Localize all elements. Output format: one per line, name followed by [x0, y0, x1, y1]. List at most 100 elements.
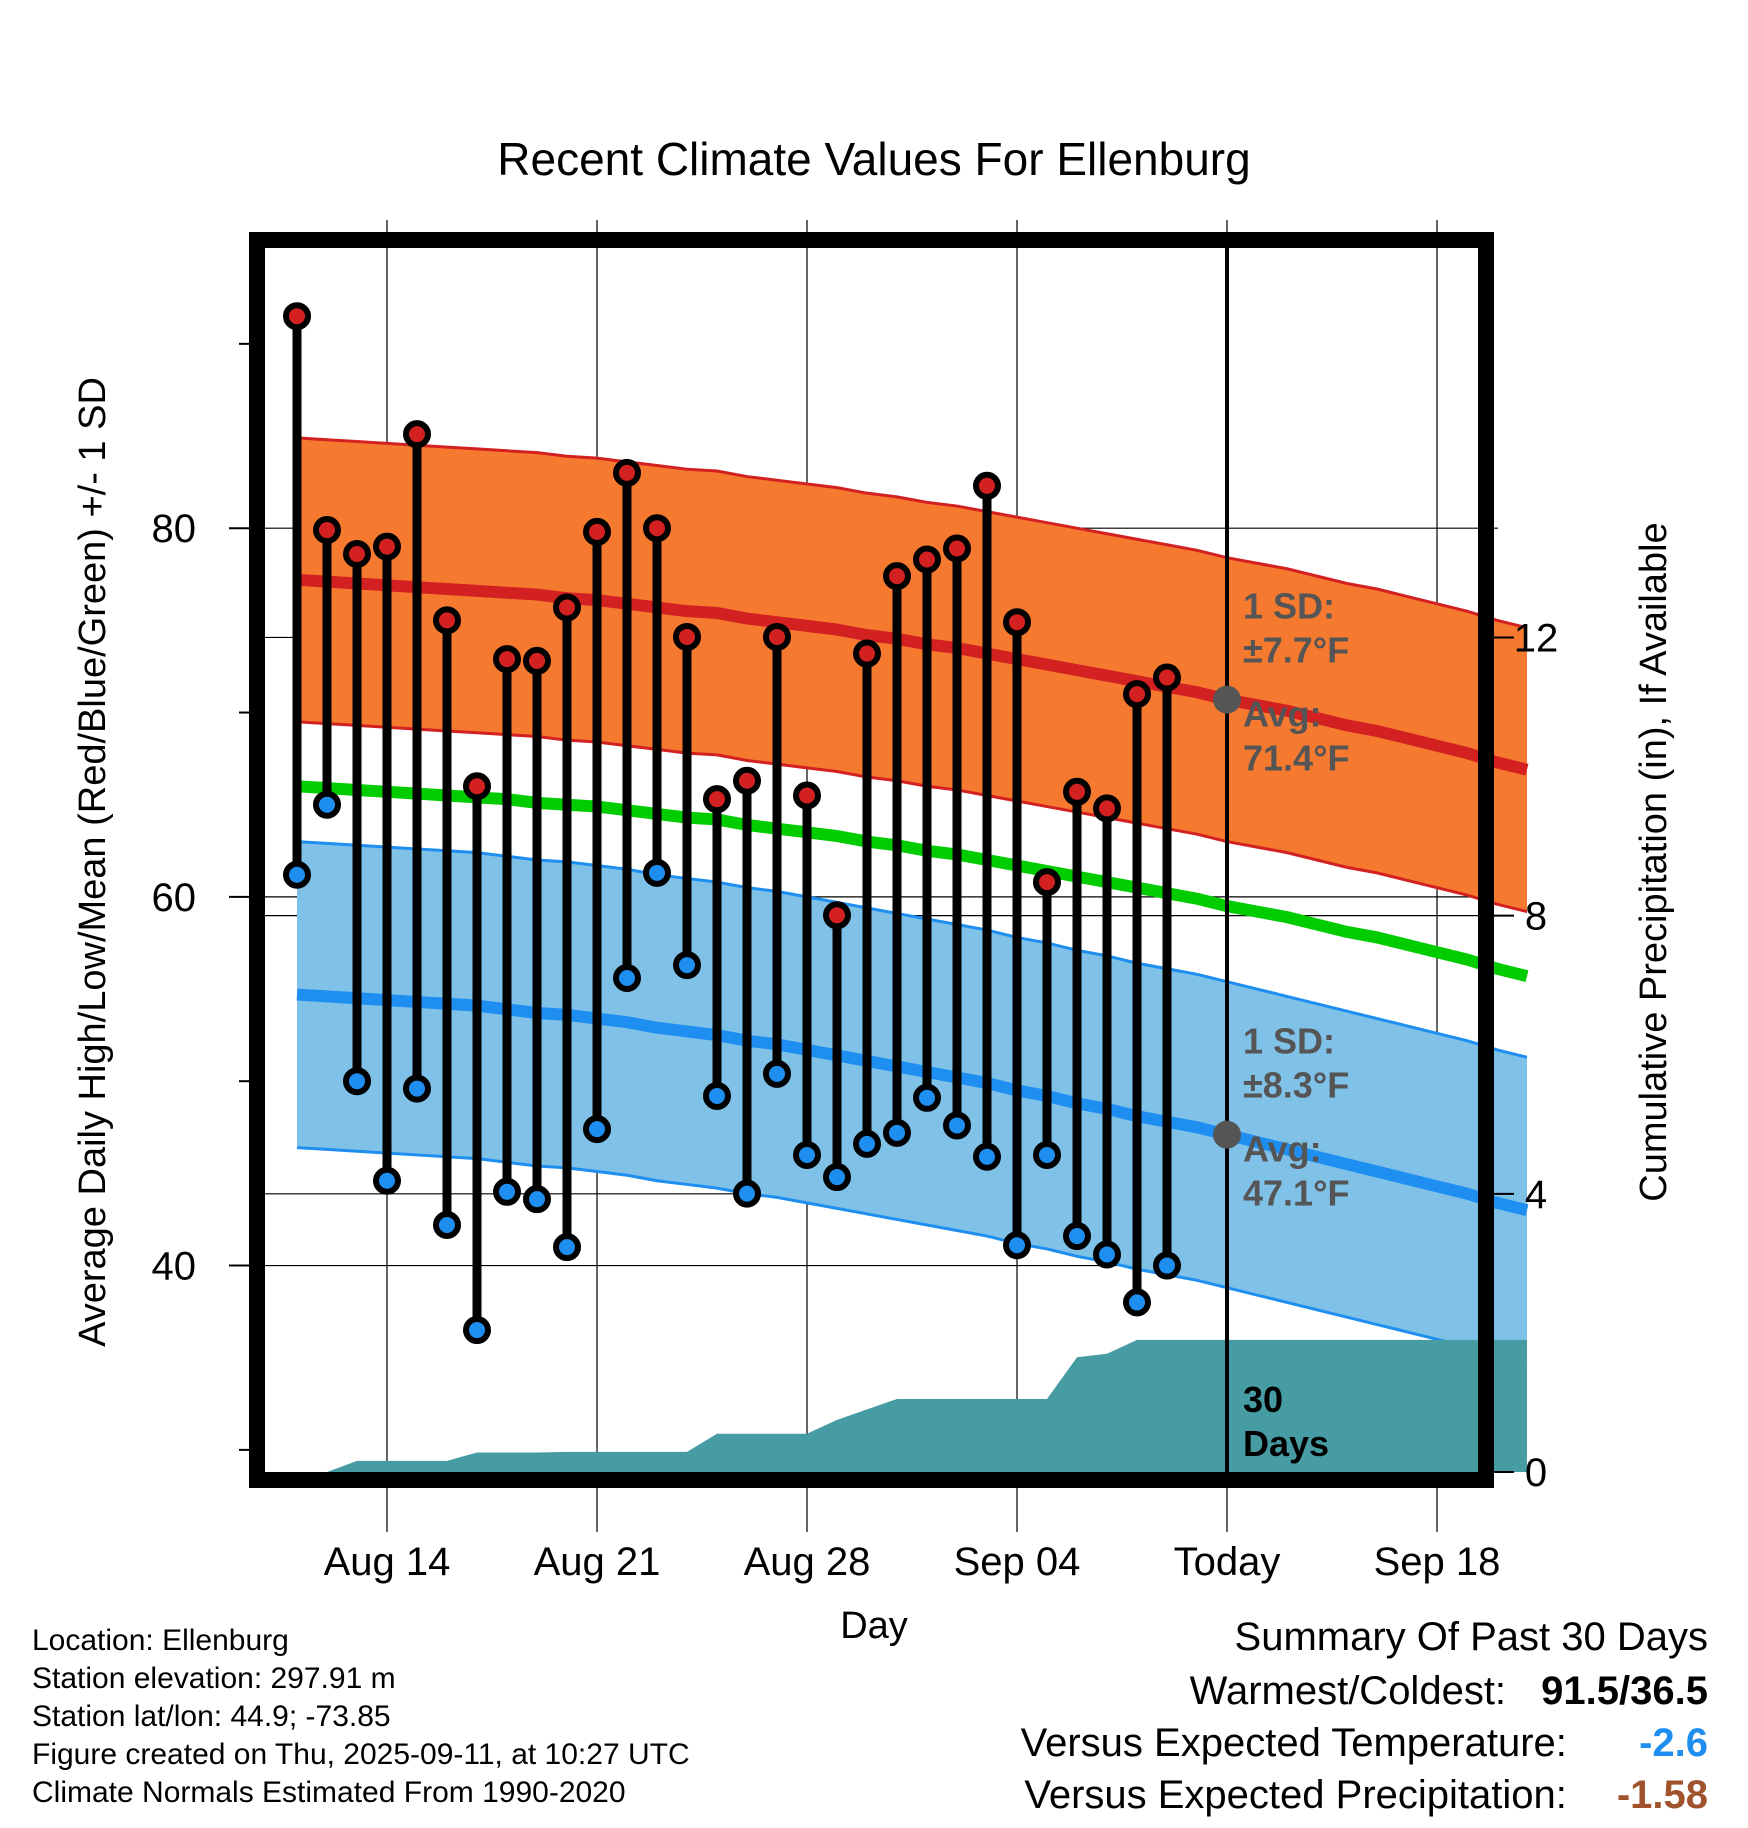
low-point	[703, 1081, 731, 1110]
low-point	[553, 1233, 581, 1262]
high-point	[1093, 794, 1121, 823]
low-point	[763, 1059, 791, 1088]
precip-area	[297, 1339, 1527, 1472]
low-point	[463, 1316, 491, 1345]
low-point	[343, 1067, 371, 1096]
y2-tick-label: 8	[1525, 895, 1547, 939]
low-point	[883, 1118, 911, 1147]
low-point	[1153, 1251, 1181, 1280]
high-point	[523, 646, 551, 675]
low-point	[973, 1142, 1001, 1171]
low-point	[373, 1166, 401, 1195]
low-point	[913, 1083, 941, 1112]
high-point	[673, 622, 701, 651]
high-avg-label: Avg:	[1243, 694, 1322, 735]
plot-frame	[249, 232, 1494, 1488]
y2-tick-label: 4	[1525, 1173, 1547, 1217]
y-axis-label: Average Daily High/Low/Mean (Red/Blue/Gr…	[72, 377, 114, 1347]
low-point	[403, 1074, 431, 1103]
high-point	[733, 766, 761, 795]
low-sd-lower-edge	[296, 1146, 1528, 1365]
today-low-avg-dot	[1213, 1120, 1241, 1149]
high-point	[463, 772, 491, 801]
low-point	[673, 951, 701, 980]
low-avg-label: Avg:	[1243, 1129, 1322, 1170]
high-point	[583, 517, 611, 546]
bands-layer	[296, 436, 1528, 1365]
low-sd-value: ±8.3°F	[1243, 1065, 1349, 1106]
high-point	[613, 458, 641, 487]
low-avg-value: 47.1°F	[1243, 1173, 1349, 1214]
high-point	[1063, 777, 1091, 806]
days-label-line1: 30	[1243, 1379, 1283, 1420]
low-point	[1003, 1231, 1031, 1260]
high-sd-upper-edge	[296, 436, 1528, 630]
y-tick-label: 80	[152, 507, 197, 551]
precip-label: Versus Expected Precipitation:	[1024, 1773, 1567, 1817]
chart-title: Recent Climate Values For Ellenburg	[497, 133, 1250, 185]
days-label-line2: Days	[1243, 1423, 1329, 1464]
high-sd-label: 1 SD:	[1243, 586, 1335, 627]
low-point	[283, 860, 311, 889]
axes-layer: 40 60 80 0 4 8 12 Aug 14 Aug 21 Aug 28 Sep 04 Today…	[152, 232, 1558, 1584]
x-tick-label: Aug 14	[324, 1540, 451, 1584]
precip-value: -1.58	[1616, 1773, 1708, 1817]
low-point	[433, 1210, 461, 1239]
x-tick-label: Today	[1174, 1540, 1281, 1584]
low-point	[1033, 1140, 1061, 1169]
low-sd-label: 1 SD:	[1243, 1021, 1335, 1062]
today-high-avg-dot	[1213, 685, 1241, 714]
high-point	[433, 606, 461, 635]
low-point	[853, 1129, 881, 1158]
high-point	[403, 420, 431, 449]
warm-cold-value: 91.5/36.5	[1541, 1669, 1708, 1713]
low-point	[793, 1140, 821, 1169]
summary-temp-row: Versus Expected Temperature: -2.6	[1021, 1721, 1708, 1773]
high-point	[853, 639, 881, 668]
low-sd-band	[297, 841, 1527, 1364]
high-point	[973, 471, 1001, 500]
high-point	[1003, 608, 1031, 637]
marks-layer	[283, 248, 1229, 1472]
high-sd-lower-edge	[296, 720, 1528, 914]
high-sd-value: ±7.7°F	[1243, 630, 1349, 671]
low-point	[493, 1177, 521, 1206]
high-point	[913, 545, 941, 574]
x-axis-label: Day	[840, 1605, 908, 1647]
high-point	[883, 562, 911, 591]
summary-warm-cold-row: Warmest/Coldest: 91.5/36.5	[1021, 1669, 1708, 1721]
high-point	[1123, 680, 1151, 709]
high-point	[313, 516, 341, 545]
high-point	[283, 302, 311, 331]
high-point	[373, 532, 401, 561]
created-text: Figure created on Thu, 2025-09-11, at 10…	[32, 1738, 690, 1771]
low-point	[943, 1111, 971, 1140]
low-point	[1093, 1240, 1121, 1269]
low-point	[313, 790, 341, 819]
high-point	[343, 540, 371, 568]
low-point	[643, 858, 671, 887]
high-point	[643, 514, 671, 543]
high-point	[1033, 868, 1061, 897]
lines-layer	[296, 573, 1529, 1217]
high-point	[943, 534, 971, 563]
latlon-text: Station lat/lon: 44.9; -73.85	[32, 1700, 391, 1733]
low-point	[823, 1163, 851, 1192]
normal-low-line	[296, 988, 1529, 1217]
elevation-text: Station elevation: 297.91 m	[32, 1662, 396, 1695]
high-point	[793, 781, 821, 810]
high-point	[763, 622, 791, 651]
y2-axis-label: Cumulative Precipitation (in), If Availa…	[1633, 522, 1675, 1201]
high-point	[1153, 663, 1181, 692]
precip-layer	[297, 1339, 1527, 1472]
y2-tick-label: 0	[1525, 1451, 1547, 1495]
summary-precip-row: Versus Expected Precipitation: -1.58	[1021, 1773, 1708, 1825]
normals-text: Climate Normals Estimated From 1990-2020	[32, 1776, 626, 1809]
high-point	[703, 785, 731, 814]
temp-value: -2.6	[1639, 1721, 1708, 1765]
warm-cold-label: Warmest/Coldest:	[1189, 1669, 1507, 1713]
y-tick-label: 60	[152, 876, 197, 920]
low-point	[613, 963, 641, 992]
